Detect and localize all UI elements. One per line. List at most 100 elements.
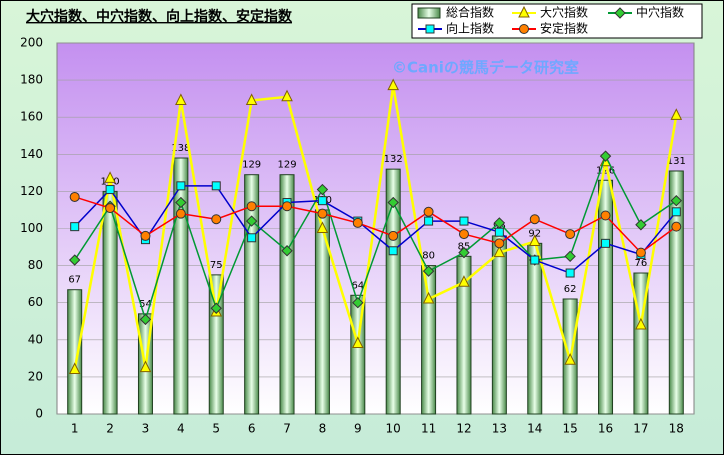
- point: [245, 93, 258, 106]
- point: [565, 229, 576, 240]
- legend-label: 安定指数: [540, 21, 588, 36]
- point: [317, 196, 327, 206]
- point: [210, 302, 222, 314]
- point: [635, 219, 647, 231]
- point: [352, 296, 364, 309]
- data-label: 138: [171, 143, 190, 154]
- point: [458, 229, 469, 240]
- data-label: 64: [351, 280, 364, 291]
- data-label: 92: [528, 228, 541, 239]
- x-tick-label: 13: [492, 422, 507, 436]
- x-tick-label: 10: [386, 422, 401, 436]
- point: [104, 171, 116, 183]
- y-tick-label: 40: [28, 332, 43, 346]
- point: [530, 255, 540, 265]
- x-tick-label: 15: [562, 422, 577, 436]
- point: [601, 238, 611, 248]
- data-label: 67: [68, 275, 81, 286]
- point: [493, 245, 506, 258]
- bar: [173, 157, 189, 415]
- point: [175, 208, 186, 219]
- x-tick-label: 2: [106, 422, 114, 436]
- point: [459, 216, 469, 226]
- point: [351, 336, 364, 349]
- point: [175, 196, 187, 209]
- point: [246, 201, 257, 212]
- x-tick-label: 18: [669, 422, 684, 436]
- point: [352, 217, 363, 228]
- data-label: 62: [564, 284, 577, 295]
- point: [139, 360, 152, 373]
- data-label: 54: [139, 299, 152, 310]
- data-label: 132: [384, 154, 403, 165]
- y-tick-label: 140: [20, 147, 43, 161]
- data-label: 76: [635, 258, 648, 269]
- bar: [668, 170, 684, 415]
- point: [671, 221, 682, 232]
- point: [422, 265, 435, 277]
- point: [528, 234, 541, 246]
- x-tick-label: 9: [354, 422, 362, 436]
- bar: [491, 235, 507, 415]
- line: [73, 85, 678, 370]
- point: [671, 207, 681, 217]
- y-tick-label: 160: [20, 110, 43, 124]
- chart-title: 大穴指数、中穴指数、向上指数、安定指数: [26, 8, 293, 25]
- x-tick-label: 4: [177, 422, 185, 436]
- y-tick-label: 100: [20, 221, 43, 235]
- point: [599, 150, 612, 162]
- x-tick-label: 6: [248, 422, 256, 436]
- legend: [411, 3, 703, 39]
- bar: [421, 265, 437, 415]
- watermark: ©Caniの競馬データ研究室: [392, 59, 579, 77]
- point: [670, 194, 683, 207]
- data-label: 129: [242, 160, 261, 171]
- legend-label: 大穴指数: [540, 5, 588, 20]
- point: [387, 78, 400, 91]
- x-tick-label: 17: [633, 422, 648, 436]
- data-label: 131: [667, 156, 686, 167]
- data-label: 129: [277, 160, 296, 171]
- point: [69, 191, 80, 202]
- point: [565, 268, 575, 278]
- data-label: 75: [210, 260, 223, 271]
- bar: [279, 174, 295, 415]
- x-tick-label: 16: [598, 422, 613, 436]
- point: [564, 250, 576, 263]
- data-label: 80: [422, 251, 435, 262]
- y-tick-label: 200: [20, 36, 43, 50]
- y-tick-label: 80: [28, 258, 43, 272]
- y-tick-label: 180: [20, 73, 43, 87]
- x-tick-label: 5: [212, 422, 220, 436]
- data-label: 85: [458, 241, 471, 252]
- bar: [67, 289, 83, 415]
- legend-marker: [614, 7, 626, 19]
- point: [281, 245, 293, 257]
- point: [175, 93, 187, 106]
- line: [74, 185, 677, 274]
- point: [282, 201, 293, 212]
- x-tick-label: 12: [456, 422, 471, 436]
- bar: [527, 242, 543, 415]
- point: [176, 181, 186, 191]
- y-tick-label: 120: [20, 184, 43, 198]
- line: [74, 196, 677, 254]
- point: [494, 238, 505, 249]
- point: [387, 196, 399, 209]
- point: [458, 246, 470, 259]
- legend-label: 総合指数: [446, 5, 494, 20]
- y-tick-label: 0: [35, 407, 43, 421]
- bar: [385, 168, 401, 415]
- point: [422, 291, 435, 304]
- point: [70, 222, 80, 232]
- point: [564, 353, 576, 365]
- point: [388, 246, 398, 256]
- point: [635, 247, 646, 258]
- x-tick-label: 7: [283, 422, 291, 436]
- bar: [102, 190, 118, 415]
- point: [600, 210, 611, 221]
- point: [105, 203, 116, 214]
- point: [670, 108, 683, 120]
- point: [423, 206, 434, 217]
